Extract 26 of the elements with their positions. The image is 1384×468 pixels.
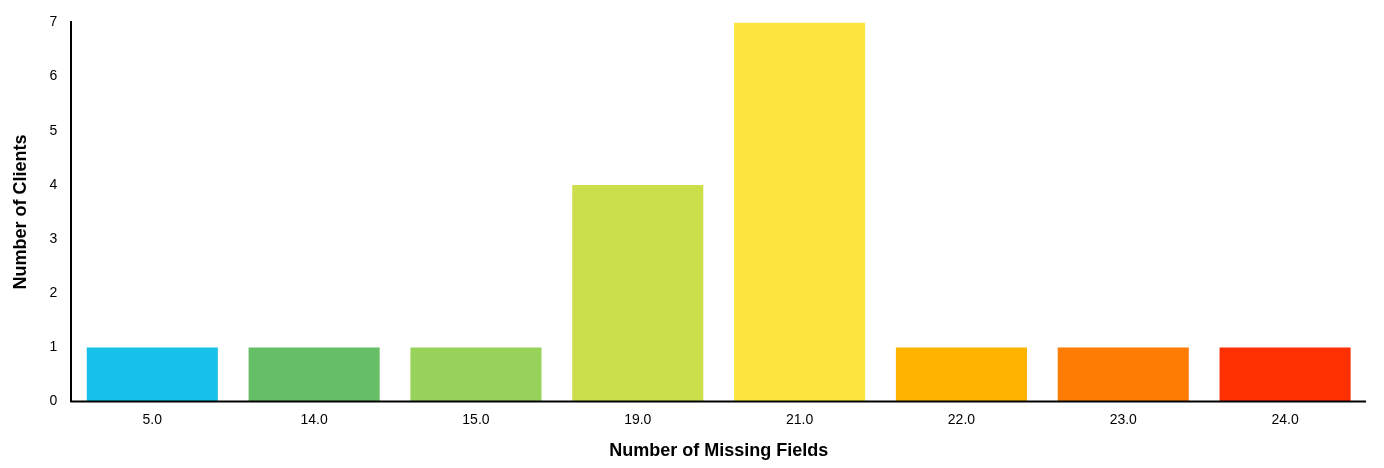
bar: [410, 347, 542, 402]
x-tick-label: 5.0: [142, 410, 163, 427]
y-tick-label: 2: [49, 284, 58, 301]
bar: [895, 347, 1027, 402]
bar: [572, 184, 704, 402]
y-tick-label: 3: [49, 229, 58, 246]
y-tick-label: 7: [49, 13, 58, 30]
bar: [248, 347, 380, 402]
bar: [1219, 347, 1351, 402]
y-tick-label: 5: [49, 121, 58, 138]
y-axis-title: Number of Clients: [9, 134, 30, 290]
x-tick-label: 14.0: [300, 410, 328, 427]
bar: [734, 22, 866, 402]
y-tick-label: 4: [49, 175, 58, 192]
x-tick-label: 15.0: [462, 410, 490, 427]
y-tick-label: 6: [49, 67, 58, 84]
x-tick-label: 22.0: [947, 410, 976, 427]
x-tick-label: 23.0: [1109, 410, 1138, 427]
x-tick-label: 21.0: [785, 410, 814, 427]
bar: [1057, 347, 1189, 402]
y-tick-label: 0: [49, 392, 58, 409]
bar: [86, 347, 218, 402]
x-tick-label: 24.0: [1271, 410, 1299, 427]
x-axis-title: Number of Missing Fields: [609, 440, 829, 461]
y-tick-label: 1: [49, 338, 58, 355]
x-tick-label: 19.0: [624, 410, 652, 427]
